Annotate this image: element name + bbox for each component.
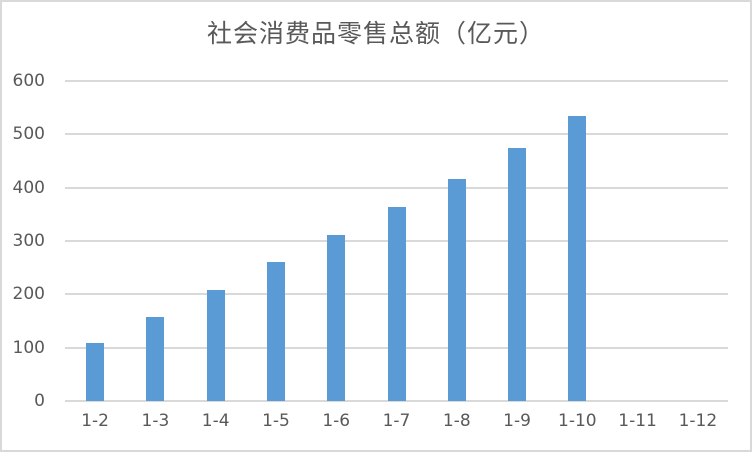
y-tick-label: 600 [12,71,45,91]
y-tick-label: 500 [12,124,45,145]
bar-1-3 [146,316,165,401]
gridline [65,80,728,82]
bar-1-8 [447,179,466,401]
y-tick-label: 300 [12,231,45,251]
x-tick-label: 1-9 [503,411,531,431]
y-tick-label: 100 [12,337,45,358]
x-tick-label: 1-10 [558,411,597,431]
x-tick-label: 1-4 [201,411,230,431]
gridline [65,133,728,136]
x-tick-label: 1-7 [382,411,411,431]
bar-1-4 [206,289,225,401]
bar-1-9 [508,147,527,401]
x-tick-label: 1-3 [141,411,170,431]
x-tick-label: 1-11 [618,411,657,431]
bar-1-2 [86,342,105,401]
x-tick-label: 1-12 [678,411,718,431]
x-tick-label: 1-6 [322,411,351,431]
x-tick-label: 1-2 [81,411,110,431]
y-tick-label: 200 [12,284,45,305]
chart-title: 社会消费品零售总额（亿元） [206,19,545,48]
x-axis-line [65,400,728,402]
bar-1-5 [266,262,285,401]
bar-1-7 [387,206,406,401]
bar-1-6 [327,235,346,401]
y-tick-label: 400 [12,177,45,198]
y-tick-label: 0 [34,391,45,411]
x-tick-label: 1-5 [262,411,290,431]
bar-1-10 [568,115,587,401]
plot-area: 0 100 200 300 400 500 600 1-2 1-3 1-4 1-5 1-6 1-7 1-8… [13,71,728,431]
gridline [65,186,728,189]
x-tick-label: 1-8 [442,411,471,431]
